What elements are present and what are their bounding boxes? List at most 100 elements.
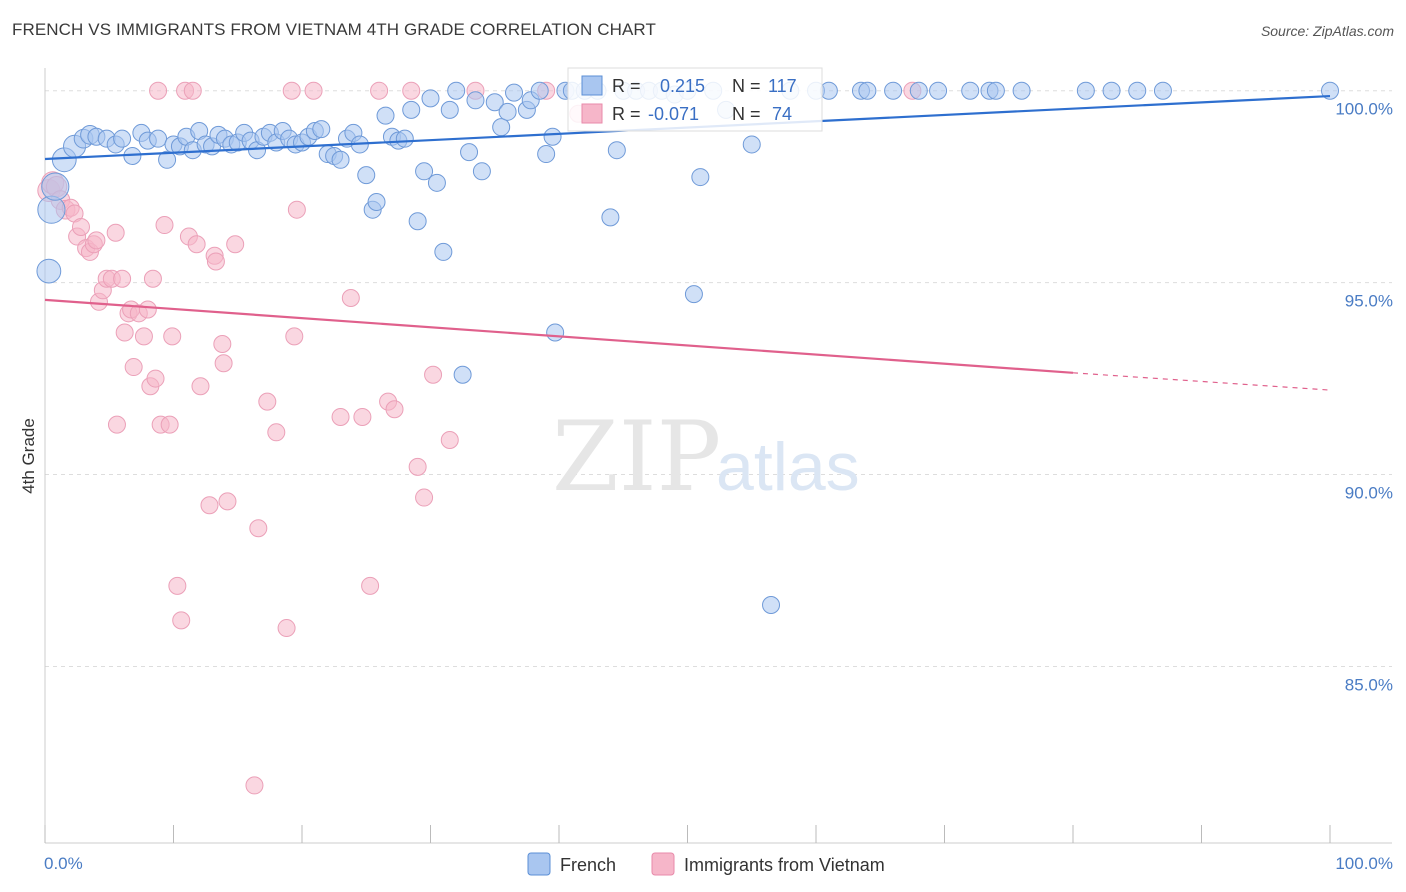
axes <box>44 68 1392 844</box>
legend-vietnam-n-value: 74 <box>772 104 792 124</box>
french-point-67 <box>498 102 517 121</box>
vietnam-point-40 <box>187 235 206 254</box>
vietnam-point-69 <box>440 430 459 449</box>
vietnam-point-51 <box>258 392 277 411</box>
bottom-legend: French Immigrants from Vietnam <box>527 852 885 876</box>
vietnam-point-52 <box>267 423 286 442</box>
vietnam-point-34 <box>163 327 182 346</box>
french-point-53 <box>402 100 421 119</box>
vietnam-point-54 <box>282 81 301 100</box>
vietnam-point-57 <box>304 81 323 100</box>
vietnam-point-48 <box>226 235 245 254</box>
vietnam-point-46 <box>214 354 233 373</box>
french-point-101 <box>929 81 948 100</box>
french-point-63 <box>466 91 485 110</box>
vietnam-point-23 <box>124 358 143 377</box>
y-tick-label-1: 95.0% <box>1345 292 1393 311</box>
legend-french-n-label: N = <box>732 76 761 96</box>
bottom-legend-vietnam: Immigrants from Vietnam <box>684 855 885 875</box>
vietnam-point-19 <box>113 269 132 288</box>
french-point-73 <box>543 127 562 146</box>
french-point-49 <box>376 106 395 125</box>
french-point-72 <box>537 145 556 164</box>
french-point-68 <box>505 83 524 102</box>
vietnam-point-45 <box>213 335 232 354</box>
stats-legend: R = 0.215 N = 117 R = -0.071 N = 74 <box>567 67 823 132</box>
y-tick-label-2: 90.0% <box>1345 484 1393 503</box>
french-point-92 <box>742 135 761 154</box>
tick-labels: 100.0% 95.0% 90.0% 85.0% 0.0% 100.0% <box>44 100 1393 873</box>
legend-french-r-value: 0.215 <box>660 76 705 96</box>
vietnam-point-41 <box>191 377 210 396</box>
french-point-66 <box>492 118 511 137</box>
french-point-110 <box>1321 81 1339 100</box>
watermark-atlas: atlas <box>716 429 860 505</box>
french-point-48 <box>367 193 386 212</box>
vietnam-point-49 <box>245 776 264 795</box>
vietnam-point-26 <box>138 300 157 319</box>
vietnam-point-8 <box>71 217 90 236</box>
french-point-39 <box>312 120 331 139</box>
legend-swatch-vietnam <box>581 103 603 124</box>
legend-french-n-value: 117 <box>768 76 797 96</box>
french-point-80 <box>601 208 620 227</box>
vietnam-point-47 <box>218 492 237 511</box>
legend-vietnam-n-label: N = <box>732 104 761 124</box>
vietnam-point-64 <box>385 400 404 419</box>
french-point-102 <box>961 81 980 100</box>
x-tick-label-0: 0.0% <box>44 854 83 873</box>
series-french-points <box>36 81 1339 615</box>
french-point-88 <box>684 285 703 304</box>
y-tick-label-0: 100.0% <box>1335 100 1393 119</box>
vietnam-point-20 <box>115 323 134 342</box>
french-point-109 <box>1153 81 1172 100</box>
vietnam-point-17 <box>106 223 125 242</box>
vietnam-point-66 <box>408 457 427 476</box>
bottom-legend-swatch-vietnam <box>651 852 675 876</box>
french-point-59 <box>440 100 459 119</box>
trend-line-vietnam <box>44 298 1074 374</box>
bottom-legend-french: French <box>560 855 616 875</box>
watermark-zip: ZIP <box>552 401 721 513</box>
vietnam-point-50 <box>249 519 268 538</box>
french-point-55 <box>415 162 434 181</box>
vietnam-point-44 <box>206 252 225 271</box>
french-point-2 <box>41 172 70 201</box>
vietnam-point-28 <box>143 269 162 288</box>
french-point-99 <box>884 81 903 100</box>
french-point-108 <box>1128 81 1147 100</box>
vietnam-point-56 <box>287 200 306 219</box>
french-point-106 <box>1076 81 1095 100</box>
french-point-15 <box>158 150 177 169</box>
chart-title: FRENCH VS IMMIGRANTS FROM VIETNAM 4TH GR… <box>12 20 656 39</box>
vietnam-point-12 <box>87 231 106 250</box>
french-point-96 <box>819 81 838 100</box>
french-point-89 <box>691 168 710 187</box>
vietnam-point-61 <box>361 576 380 595</box>
vietnam-point-32 <box>155 216 174 235</box>
french-point-105 <box>1012 81 1031 100</box>
vietnam-point-68 <box>424 365 443 384</box>
french-point-0 <box>36 258 62 284</box>
trend-line-vietnam-extrapolated <box>1072 372 1331 391</box>
x-tick-label-1: 100.0% <box>1335 854 1393 873</box>
vietnam-point-62 <box>370 81 389 100</box>
vietnam-point-55 <box>285 327 304 346</box>
french-point-100 <box>909 81 928 100</box>
legend-french-r-label: R = <box>612 76 641 96</box>
french-point-56 <box>421 89 440 108</box>
french-point-74 <box>546 323 565 342</box>
french-point-52 <box>395 129 414 148</box>
french-point-71 <box>530 81 549 100</box>
vietnam-point-60 <box>353 407 372 426</box>
y-axis-label: 4th Grade <box>19 418 38 494</box>
vietnam-point-29 <box>146 369 165 388</box>
vietnam-point-65 <box>402 81 421 100</box>
french-point-58 <box>434 242 453 261</box>
vietnam-point-18 <box>107 415 126 434</box>
french-point-64 <box>472 162 491 181</box>
french-point-98 <box>858 81 877 100</box>
french-point-107 <box>1102 81 1121 100</box>
vietnam-point-36 <box>172 611 191 630</box>
